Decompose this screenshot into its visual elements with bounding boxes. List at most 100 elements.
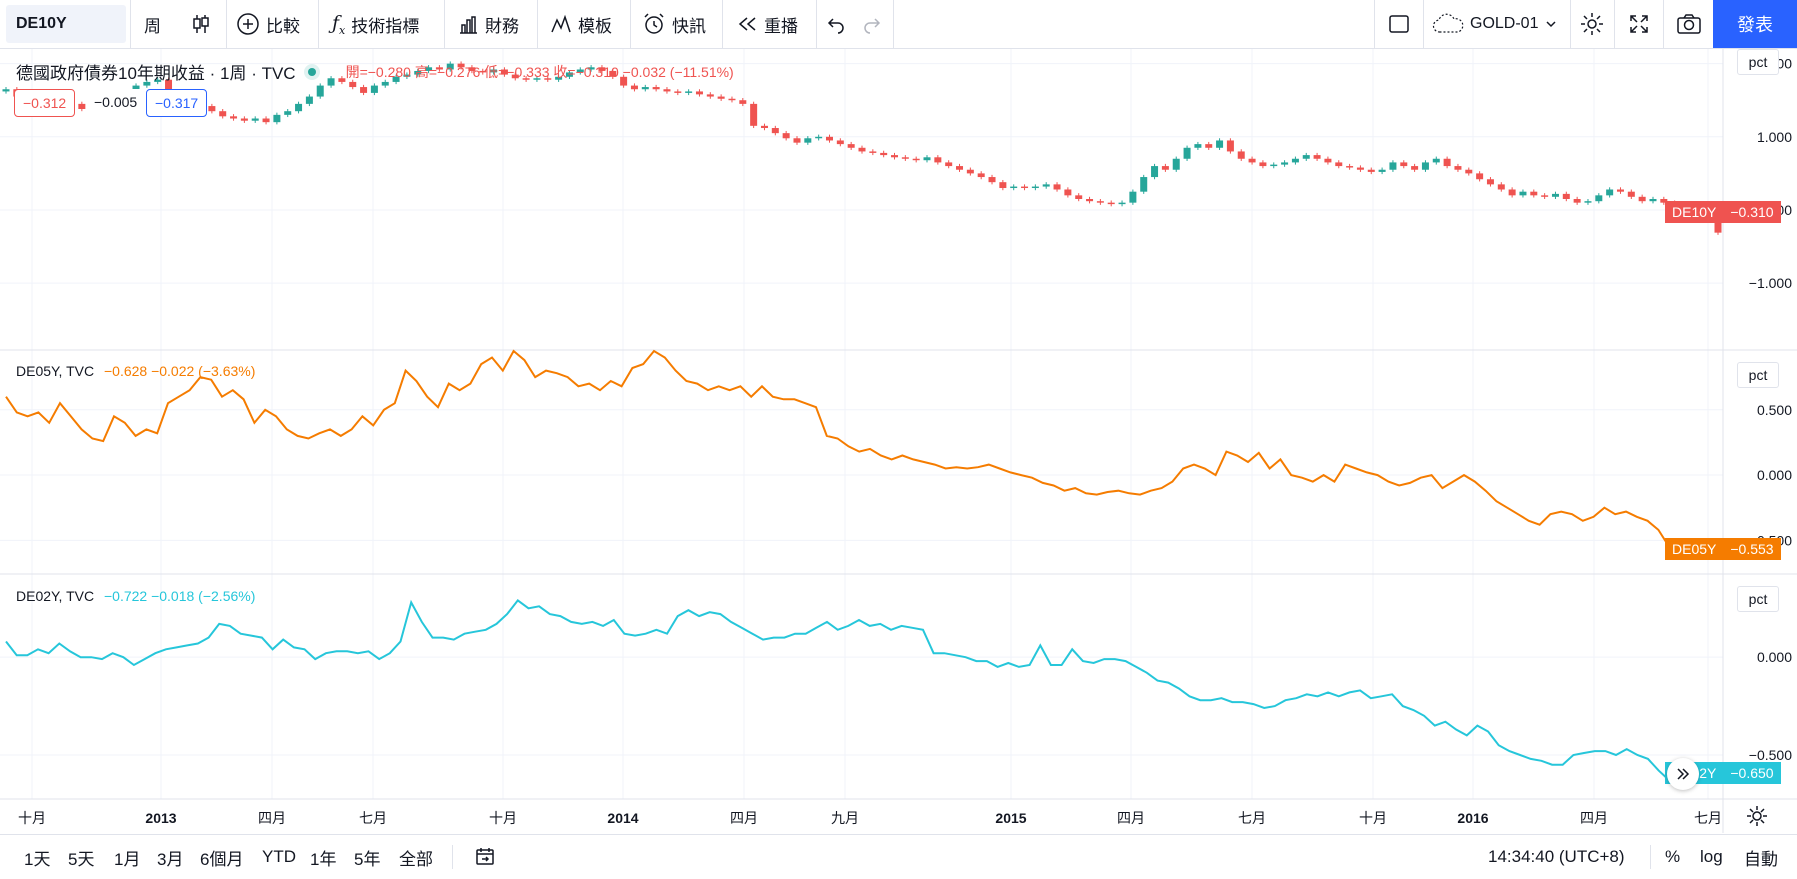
toolbar-divider	[1374, 0, 1375, 48]
symbol-search-button[interactable]: DE10Y	[6, 5, 126, 43]
range-button[interactable]: 6個月	[200, 849, 244, 869]
candle	[555, 74, 563, 82]
unit-button[interactable]: pct	[1737, 362, 1779, 388]
candle	[1161, 163, 1169, 172]
sell-button[interactable]: −0.312	[14, 89, 76, 117]
range-button[interactable]: 5年	[354, 849, 381, 869]
toolbar-divider	[1650, 845, 1651, 869]
de02y-line	[5, 599, 1681, 786]
candle	[154, 77, 162, 85]
templates-icon	[551, 14, 571, 33]
candle	[1476, 171, 1484, 182]
de02y-legend-name[interactable]: DE02Y, TVC	[16, 588, 95, 604]
candle	[219, 109, 227, 119]
candle	[988, 174, 996, 185]
fullscreen-button[interactable]	[1628, 0, 1650, 48]
fx-icon: ƒx	[332, 11, 346, 37]
ohlc-values: 開=−0.280 高=−0.276 低=−0.333 收=−0.310 −0.0…	[345, 63, 734, 80]
candle	[1291, 156, 1299, 165]
auto-toggle[interactable]: 自動	[1744, 849, 1778, 869]
candle	[804, 136, 812, 145]
candle	[1335, 160, 1343, 169]
time-axis[interactable]: 十月 2013 四月 七月 十月 2014 四月 九月 2015 四月 七月 十月 2016 四月 七月	[18, 810, 1722, 826]
candle	[999, 179, 1007, 191]
candle	[1194, 141, 1202, 150]
market-status-dot[interactable]	[303, 63, 320, 80]
candle	[663, 87, 671, 94]
log-toggle[interactable]: log	[1700, 847, 1723, 866]
financials-button[interactable]: 財務	[457, 0, 519, 48]
range-button[interactable]: 全部	[399, 849, 433, 869]
candle	[1151, 163, 1159, 180]
settings-button[interactable]	[1579, 0, 1605, 48]
candle	[782, 130, 790, 141]
candle	[273, 112, 281, 125]
toolbar-divider	[722, 0, 723, 48]
unit-button[interactable]: pct	[1737, 586, 1779, 612]
candle	[1281, 160, 1289, 167]
interval-button[interactable]: 周	[144, 0, 161, 48]
candle	[1595, 193, 1603, 204]
candle	[1638, 194, 1646, 204]
candle	[685, 89, 693, 96]
indicators-button[interactable]: ƒx 技術指標	[332, 0, 419, 48]
series-title[interactable]: 德國政府債券10年期收益 · 1周 · TVC	[16, 64, 296, 83]
candle	[392, 74, 400, 85]
price-tag-value: −0.310	[1730, 204, 1774, 220]
candle	[1454, 163, 1462, 172]
candle	[1519, 189, 1527, 198]
range-button[interactable]: 1月	[114, 849, 141, 869]
alert-button[interactable]: 快訊	[642, 0, 706, 48]
candle	[435, 65, 443, 72]
toolbar-divider	[1423, 0, 1424, 48]
price-axis-label: 1.000	[1757, 129, 1792, 145]
time-axis-settings-button[interactable]	[1744, 803, 1770, 829]
range-button[interactable]: 5天	[68, 849, 95, 869]
unit-button[interactable]: pct	[1737, 49, 1779, 75]
candle	[934, 155, 942, 165]
toolbar-divider	[537, 0, 538, 48]
percent-toggle[interactable]: %	[1665, 847, 1681, 866]
de05y-legend: DE05Y, TVC −0.628 −0.022 (−3.63%)	[16, 363, 255, 379]
compare-button[interactable]: 比較	[236, 0, 300, 48]
grid	[0, 49, 1723, 799]
range-button[interactable]: 1天	[24, 849, 51, 869]
chart-type-button[interactable]	[190, 0, 212, 48]
de05y-legend-name[interactable]: DE05Y, TVC	[16, 363, 95, 379]
chart-canvas[interactable]: 2.0001.0000.000−1.0000.5000.000−0.5000.0…	[0, 49, 1797, 833]
candle	[2, 87, 10, 94]
alarm-clock-icon	[644, 13, 664, 34]
candle	[479, 68, 487, 75]
fullscreen-layout-button[interactable]	[1387, 0, 1411, 48]
price-tag-value: −0.553	[1730, 541, 1774, 557]
time-axis-label: 九月	[831, 810, 859, 826]
candle	[750, 101, 758, 129]
price-axis[interactable]: 2.0001.0000.000−1.0000.5000.000−0.5000.0…	[1749, 56, 1792, 763]
candle	[576, 67, 584, 75]
candle	[511, 72, 519, 81]
buy-button[interactable]: −0.317	[146, 89, 208, 117]
candle	[858, 145, 866, 154]
undo-button[interactable]	[826, 0, 846, 48]
layout-button[interactable]: GOLD-01	[1432, 0, 1558, 48]
range-button[interactable]: 1年	[310, 849, 337, 869]
alert-label: 快訊	[672, 16, 706, 36]
snapshot-button[interactable]	[1676, 0, 1702, 48]
goto-date-button[interactable]	[474, 835, 496, 879]
price-tag-value: −0.650	[1730, 765, 1774, 781]
candle	[641, 84, 649, 92]
scroll-to-realtime-button[interactable]	[1667, 758, 1699, 790]
publish-button[interactable]: 發表	[1713, 0, 1797, 48]
candle	[208, 103, 216, 114]
chart-area[interactable]: 2.0001.0000.000−1.0000.5000.000−0.5000.0…	[0, 49, 1797, 833]
candle	[1096, 199, 1104, 205]
replay-button[interactable]: 重播	[736, 0, 798, 48]
redo-button[interactable]	[862, 0, 882, 48]
templates-button[interactable]: 模板	[550, 0, 612, 48]
undo-icon	[827, 18, 844, 34]
range-button[interactable]: YTD	[262, 847, 296, 866]
candle	[760, 123, 768, 131]
clock[interactable]: 14:34:40 (UTC+8)	[1488, 847, 1625, 866]
range-button[interactable]: 3月	[157, 849, 184, 869]
candle	[1660, 196, 1668, 205]
